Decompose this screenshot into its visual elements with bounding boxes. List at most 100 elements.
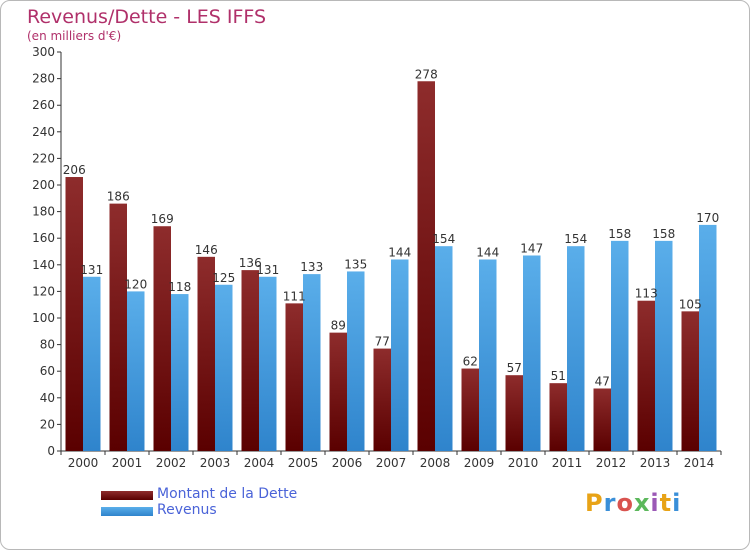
value-label-revenus: 131 bbox=[256, 263, 279, 277]
bar-revenus bbox=[215, 284, 233, 451]
bar-revenus bbox=[347, 271, 365, 451]
value-label-dette: 57 bbox=[507, 361, 522, 375]
y-tick-label: 80 bbox=[40, 338, 55, 352]
y-tick-label: 240 bbox=[32, 125, 55, 139]
value-label-revenus: 154 bbox=[432, 232, 455, 246]
bar-dette bbox=[153, 226, 171, 451]
logo-letter: x bbox=[633, 489, 651, 517]
x-tick-label: 2012 bbox=[596, 456, 627, 470]
bar-dette bbox=[461, 368, 479, 451]
y-tick-label: 0 bbox=[47, 444, 55, 458]
legend-label-revenus: Revenus bbox=[157, 502, 217, 518]
value-label-dette: 89 bbox=[331, 319, 346, 333]
value-label-dette: 62 bbox=[463, 355, 478, 369]
bar-dette bbox=[549, 383, 567, 451]
bar-revenus bbox=[83, 276, 101, 451]
logo-letter: i bbox=[650, 489, 660, 517]
value-label-revenus: 120 bbox=[124, 277, 147, 291]
value-label-revenus: 147 bbox=[520, 241, 543, 255]
x-tick-label: 2013 bbox=[640, 456, 671, 470]
value-label-dette: 111 bbox=[283, 289, 306, 303]
y-tick-label: 300 bbox=[32, 45, 55, 59]
bar-dette bbox=[241, 270, 259, 451]
value-label-revenus: 144 bbox=[388, 245, 411, 259]
y-tick-label: 220 bbox=[32, 151, 55, 165]
bar-dette bbox=[593, 388, 611, 451]
y-tick-label: 100 bbox=[32, 311, 55, 325]
x-tick-label: 2002 bbox=[156, 456, 187, 470]
logo-letter: r bbox=[603, 489, 617, 517]
value-label-revenus: 144 bbox=[476, 245, 499, 259]
value-label-revenus: 125 bbox=[212, 271, 235, 285]
bar-revenus bbox=[699, 224, 717, 451]
x-tick-label: 2008 bbox=[420, 456, 451, 470]
value-label-dette: 146 bbox=[195, 243, 218, 257]
x-tick-label: 2005 bbox=[288, 456, 319, 470]
x-tick-label: 2011 bbox=[552, 456, 583, 470]
legend-swatch-revenus bbox=[101, 507, 153, 516]
x-tick-label: 2010 bbox=[508, 456, 539, 470]
bar-revenus bbox=[567, 246, 585, 451]
y-tick-label: 280 bbox=[32, 72, 55, 86]
y-tick-label: 20 bbox=[40, 417, 55, 431]
logo-letter: P bbox=[585, 489, 604, 517]
y-tick-label: 140 bbox=[32, 258, 55, 272]
x-tick-label: 2004 bbox=[244, 456, 275, 470]
legend-label-dette: Montant de la Dette bbox=[157, 486, 298, 502]
value-label-dette: 169 bbox=[151, 212, 174, 226]
bar-revenus bbox=[259, 276, 277, 451]
x-tick-label: 2009 bbox=[464, 456, 495, 470]
bar-revenus bbox=[523, 255, 541, 451]
value-labels: 2061311861201691181461251361311111338913… bbox=[63, 67, 719, 388]
bar-dette bbox=[505, 375, 523, 451]
y-tick-label: 40 bbox=[40, 391, 55, 405]
y-tick-label: 60 bbox=[40, 364, 55, 378]
bar-revenus bbox=[391, 259, 409, 451]
x-tick-label: 2001 bbox=[112, 456, 143, 470]
value-label-dette: 186 bbox=[107, 190, 130, 204]
x-tick-label: 2000 bbox=[68, 456, 99, 470]
logo-letter: t bbox=[659, 489, 673, 517]
bars bbox=[65, 81, 717, 451]
value-label-dette: 51 bbox=[551, 369, 566, 383]
x-tick-label: 2006 bbox=[332, 456, 363, 470]
y-tick-label: 180 bbox=[32, 205, 55, 219]
value-label-dette: 113 bbox=[635, 287, 658, 301]
bar-dette bbox=[417, 81, 435, 451]
value-label-dette: 278 bbox=[415, 67, 438, 81]
value-label-revenus: 133 bbox=[300, 260, 323, 274]
value-label-dette: 77 bbox=[375, 335, 390, 349]
bar-revenus bbox=[171, 294, 189, 451]
proxiti-logo: Proxiti bbox=[585, 489, 681, 517]
bar-dette bbox=[329, 332, 347, 451]
y-tick-label: 160 bbox=[32, 231, 55, 245]
value-label-revenus: 158 bbox=[652, 227, 675, 241]
bar-dette bbox=[285, 303, 303, 451]
bar-dette bbox=[637, 300, 655, 451]
chart-subtitle: (en milliers d'€) bbox=[27, 29, 122, 43]
y-tick-label: 120 bbox=[32, 284, 55, 298]
value-label-revenus: 154 bbox=[564, 232, 587, 246]
x-tick-label: 2014 bbox=[684, 456, 715, 470]
value-label-revenus: 158 bbox=[608, 227, 631, 241]
bar-dette bbox=[681, 311, 699, 451]
bar-dette bbox=[65, 177, 83, 451]
value-label-revenus: 118 bbox=[168, 280, 191, 294]
legend-swatch-dette bbox=[101, 491, 153, 500]
x-tick-label: 2003 bbox=[200, 456, 231, 470]
x-tick-label: 2007 bbox=[376, 456, 407, 470]
value-label-revenus: 135 bbox=[344, 257, 367, 271]
bar-revenus bbox=[127, 291, 145, 451]
bar-revenus bbox=[303, 274, 321, 451]
bar-dette bbox=[373, 348, 391, 451]
bar-revenus bbox=[479, 259, 497, 451]
bar-revenus bbox=[655, 240, 673, 451]
bar-dette bbox=[197, 256, 215, 451]
value-label-dette: 206 bbox=[63, 163, 86, 177]
y-tick-label: 200 bbox=[32, 178, 55, 192]
logo-letter: i bbox=[672, 489, 682, 517]
chart-title: Revenus/Dette - LES IFFS bbox=[27, 6, 267, 28]
y-tick-label: 260 bbox=[32, 98, 55, 112]
